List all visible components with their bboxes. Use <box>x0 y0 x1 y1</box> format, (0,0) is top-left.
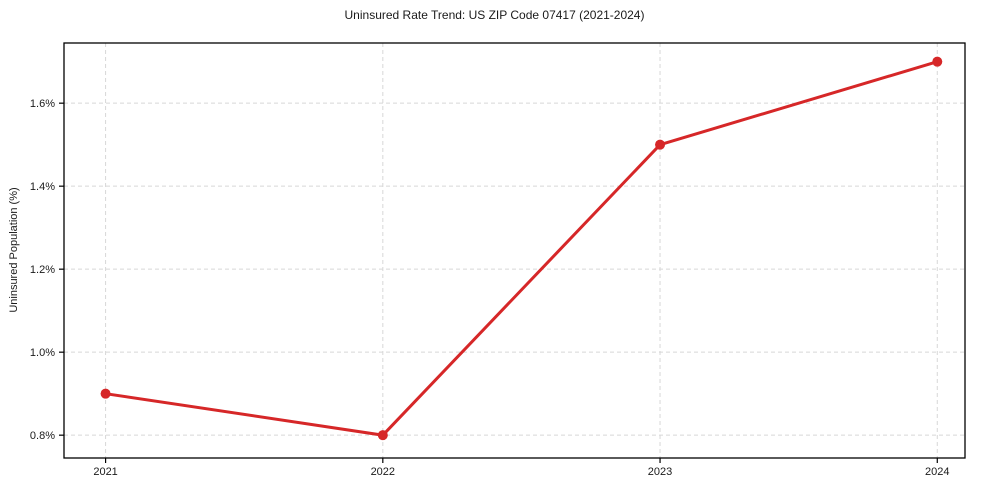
data-point <box>932 56 943 67</box>
chart-title: Uninsured Rate Trend: US ZIP Code 07417 … <box>344 8 645 22</box>
plot-border <box>63 42 966 459</box>
y-tick-label: 1.6% <box>30 98 55 110</box>
y-tick-label: 1.4% <box>30 181 55 193</box>
trend-line <box>104 60 939 437</box>
y-tick-label: 0.8% <box>30 430 55 442</box>
data-point <box>377 430 388 441</box>
y-tick-label: 1.0% <box>30 347 55 359</box>
x-tick-label: 2022 <box>371 466 395 478</box>
y-tick-label: 1.2% <box>30 264 55 276</box>
x-tick-label: 2024 <box>925 466 949 478</box>
data-point <box>100 388 111 399</box>
data-point <box>655 139 666 150</box>
x-tick-label: 2021 <box>93 466 117 478</box>
x-tick-label: 2023 <box>648 466 672 478</box>
